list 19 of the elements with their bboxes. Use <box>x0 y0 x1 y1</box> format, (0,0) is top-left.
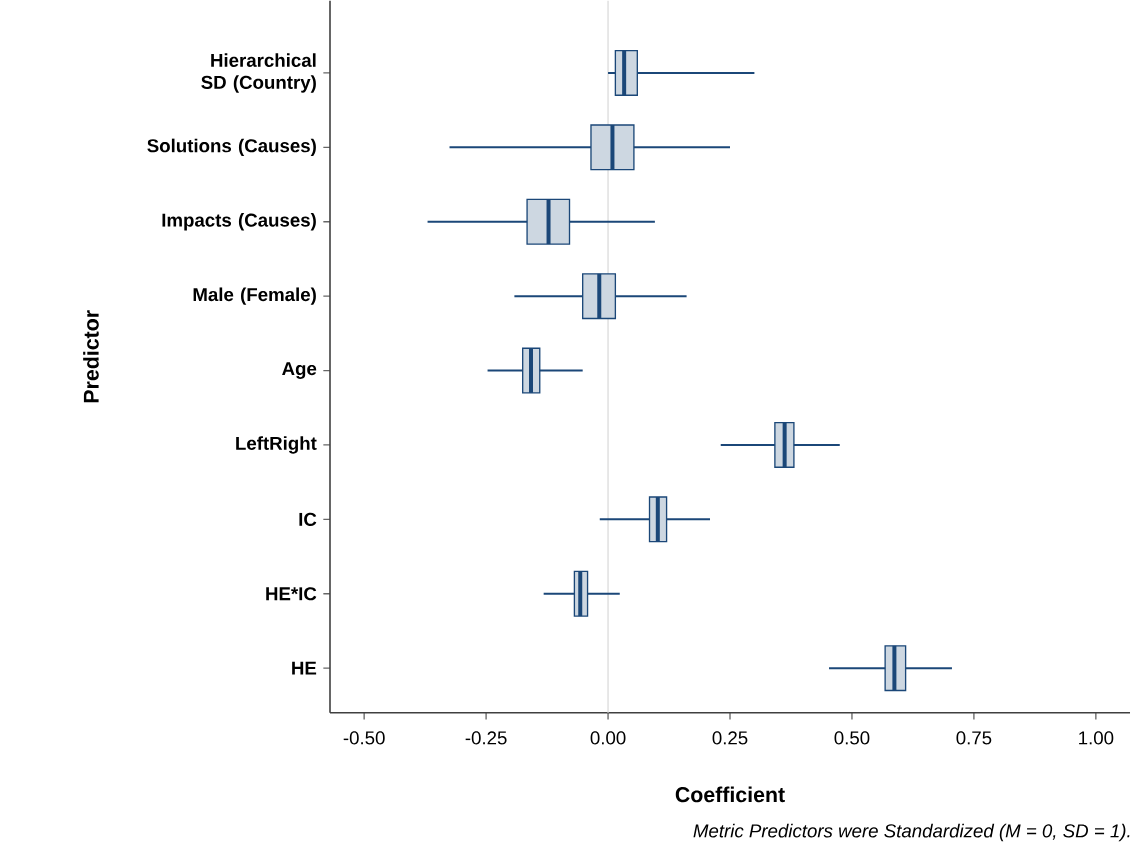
y-tick-label: IC <box>299 512 317 527</box>
y-tick-label: Impacts (Causes) <box>162 213 316 231</box>
y-tick-label: Age <box>282 362 317 380</box>
x-tick-label: -0.50 <box>343 731 385 745</box>
x-tick-label: 1.00 <box>1079 731 1114 745</box>
x-axis-title: Coefficient <box>675 786 785 803</box>
y-tick-label: Male (Female) <box>193 287 316 305</box>
x-tick-label: -0.25 <box>465 731 507 745</box>
x-tick-label: 0.75 <box>956 731 992 745</box>
x-tick-label: 0.00 <box>590 731 626 745</box>
x-tick-label: 0.25 <box>712 731 748 745</box>
y-tick-label: HE*IC <box>266 587 317 601</box>
y-tick-label: Solutions (Causes) <box>147 138 316 157</box>
y-tick-label: LeftRight <box>236 436 317 454</box>
x-tick-label: 0.50 <box>834 731 870 745</box>
y-tick-label: HE <box>292 661 317 675</box>
y-axis-title: Predictor <box>83 310 99 403</box>
y-tick-label: Hierarchical SD (Country) <box>201 53 316 93</box>
text: Metric Predictors were Standardized (M = 0, SD = 1). <box>693 823 1130 842</box>
